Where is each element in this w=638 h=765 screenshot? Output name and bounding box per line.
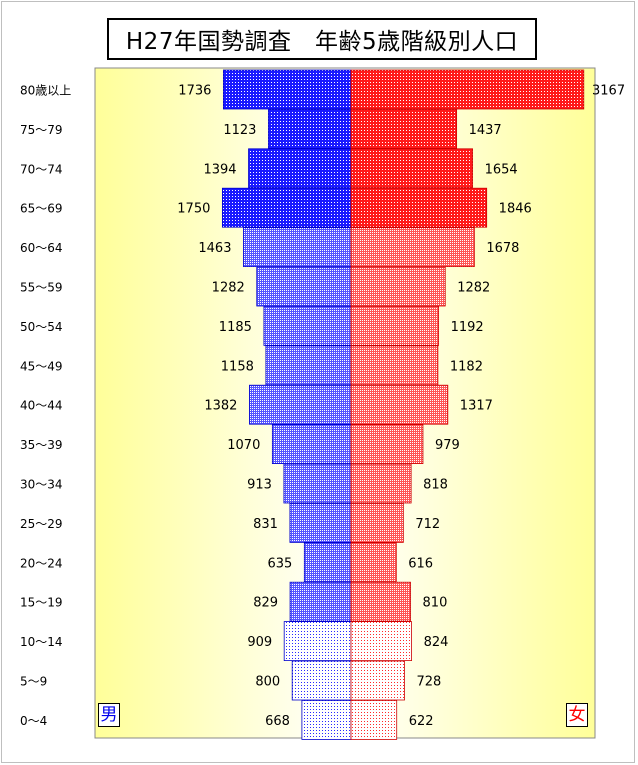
female-bar-0 bbox=[350, 69, 585, 110]
female-bar-3 bbox=[350, 187, 488, 228]
female-value-11: 712 bbox=[415, 517, 440, 532]
female-value-16: 622 bbox=[409, 714, 434, 729]
male-bar-13 bbox=[289, 581, 352, 622]
age-label-1: 75～79 bbox=[20, 123, 63, 137]
age-label-12: 20～24 bbox=[20, 556, 63, 570]
male-bar-4 bbox=[243, 227, 352, 268]
male-bar-8 bbox=[249, 384, 352, 425]
male-value-16: 668 bbox=[265, 714, 290, 729]
female-bar-11 bbox=[350, 502, 404, 543]
male-value-0: 1736 bbox=[178, 84, 211, 99]
female-value-5: 1282 bbox=[457, 281, 490, 296]
female-value-1: 1437 bbox=[469, 123, 502, 138]
female-bar-1 bbox=[350, 109, 458, 149]
female-value-6: 1192 bbox=[451, 320, 484, 335]
female-bar-13 bbox=[350, 581, 411, 622]
female-value-8: 1317 bbox=[460, 399, 493, 414]
female-bar-14 bbox=[350, 621, 412, 661]
male-value-11: 831 bbox=[253, 517, 278, 532]
male-value-12: 635 bbox=[267, 556, 292, 571]
male-value-7: 1158 bbox=[221, 359, 254, 374]
male-value-8: 1382 bbox=[204, 399, 237, 414]
age-label-3: 65～69 bbox=[20, 202, 63, 216]
age-label-8: 40～44 bbox=[20, 399, 63, 413]
male-bar-1 bbox=[268, 109, 352, 149]
female-bar-4 bbox=[350, 227, 475, 268]
age-label-4: 60～64 bbox=[20, 241, 63, 255]
female-value-14: 824 bbox=[424, 635, 449, 650]
female-value-15: 728 bbox=[417, 675, 442, 690]
age-label-13: 15～19 bbox=[20, 596, 63, 610]
age-label-9: 35～39 bbox=[20, 438, 63, 452]
female-bar-12 bbox=[350, 542, 397, 583]
female-value-0: 3167 bbox=[592, 84, 625, 99]
female-bar-8 bbox=[350, 384, 449, 425]
male-value-14: 909 bbox=[247, 635, 272, 650]
male-bar-15 bbox=[291, 660, 352, 701]
male-value-3: 1750 bbox=[177, 202, 210, 217]
male-value-9: 1070 bbox=[227, 438, 260, 453]
male-value-1: 1123 bbox=[223, 123, 256, 138]
chart-title: H27年国勢調査 年齢5歳階級別人口 bbox=[107, 18, 537, 60]
male-bar-5 bbox=[256, 266, 352, 307]
female-bar-10 bbox=[350, 463, 412, 504]
male-label: 男 bbox=[98, 703, 120, 727]
male-bar-3 bbox=[221, 187, 352, 228]
female-value-4: 1678 bbox=[486, 241, 519, 256]
female-bar-2 bbox=[350, 148, 473, 189]
male-value-4: 1463 bbox=[198, 241, 231, 256]
male-bar-7 bbox=[265, 345, 352, 386]
female-bar-16 bbox=[350, 700, 398, 740]
age-label-15: 5～9 bbox=[20, 675, 47, 689]
male-bar-2 bbox=[248, 148, 352, 189]
female-bar-7 bbox=[350, 345, 439, 386]
female-value-9: 979 bbox=[435, 438, 460, 453]
age-label-7: 45～49 bbox=[20, 359, 63, 373]
female-bar-15 bbox=[350, 660, 405, 701]
female-value-2: 1654 bbox=[485, 162, 518, 177]
age-label-2: 70～74 bbox=[20, 162, 63, 176]
male-value-10: 913 bbox=[247, 478, 272, 493]
male-value-13: 829 bbox=[253, 596, 278, 611]
female-bar-6 bbox=[350, 305, 440, 346]
male-bar-9 bbox=[271, 424, 352, 465]
male-bar-14 bbox=[283, 621, 352, 661]
age-label-14: 10～14 bbox=[20, 635, 63, 649]
female-value-13: 810 bbox=[423, 596, 448, 611]
male-bar-16 bbox=[301, 700, 352, 740]
male-bar-10 bbox=[283, 463, 352, 504]
age-label-11: 25～29 bbox=[20, 517, 63, 531]
female-bar-9 bbox=[350, 424, 424, 465]
female-label: 女 bbox=[566, 703, 588, 727]
male-bar-0 bbox=[223, 69, 352, 110]
male-bar-6 bbox=[263, 305, 352, 346]
age-label-16: 0～4 bbox=[20, 714, 47, 728]
age-label-10: 30～34 bbox=[20, 478, 63, 492]
male-value-6: 1185 bbox=[219, 320, 252, 335]
male-bar-12 bbox=[303, 542, 352, 583]
female-bar-5 bbox=[350, 266, 446, 307]
female-value-10: 818 bbox=[423, 478, 448, 493]
age-label-0: 80歳以上 bbox=[20, 84, 71, 98]
female-value-3: 1846 bbox=[499, 202, 532, 217]
male-value-2: 1394 bbox=[203, 162, 236, 177]
age-label-5: 55～59 bbox=[20, 281, 63, 295]
male-value-5: 1282 bbox=[212, 281, 245, 296]
male-bar-11 bbox=[289, 502, 352, 543]
female-value-12: 616 bbox=[408, 556, 433, 571]
age-label-6: 50～54 bbox=[20, 320, 63, 334]
female-value-7: 1182 bbox=[450, 359, 483, 374]
male-value-15: 800 bbox=[255, 675, 280, 690]
